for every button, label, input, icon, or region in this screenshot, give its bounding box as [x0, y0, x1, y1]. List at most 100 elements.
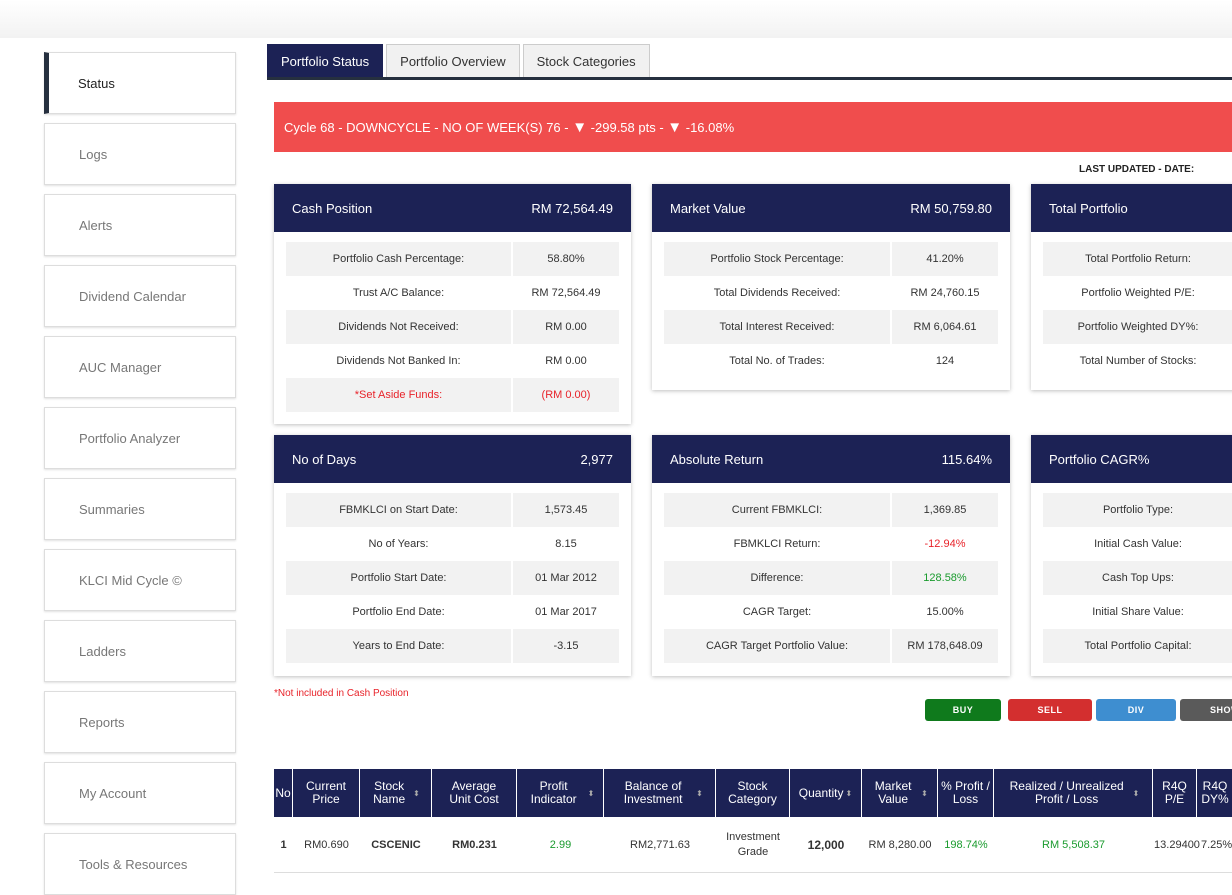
- card-header: No of Days 2,977: [274, 435, 631, 483]
- cell-r4q-pe: 13.29400: [1154, 838, 1200, 851]
- sidebar-item-tools-resources[interactable]: Tools & Resources: [44, 833, 236, 895]
- column-header-current-price[interactable]: Current Price: [293, 769, 360, 817]
- column-header-market-value[interactable]: Market Value ⬍: [862, 769, 938, 817]
- sort-icon: ⬍: [413, 788, 420, 798]
- stat-label: *Set Aside Funds:: [354, 389, 443, 401]
- cell-stock-category: Investment Grade: [726, 831, 780, 858]
- stat-row: Portfolio Weighted P/E:: [1043, 276, 1232, 310]
- stat-row: Total Portfolio Return:: [1043, 242, 1232, 276]
- sidebar-item-label: Summaries: [79, 501, 145, 517]
- card-title: Total Portfolio: [1049, 200, 1128, 216]
- stat-row: Portfolio Start Date: 01 Mar 2012: [286, 561, 619, 595]
- sidebar-item-label: Portfolio Analyzer: [79, 430, 181, 446]
- sidebar-item-ladders[interactable]: Ladders: [44, 620, 236, 682]
- tab-portfolio-status[interactable]: Portfolio Status: [267, 44, 384, 77]
- sidebar-item-logs[interactable]: Logs: [44, 123, 236, 185]
- sidebar-item-reports[interactable]: Reports: [44, 691, 236, 753]
- column-header-r4q-pe[interactable]: R4Q P/E: [1153, 769, 1197, 817]
- card-value: RM 50,759.80: [910, 200, 992, 216]
- stat-row: CAGR Target Portfolio Value: RM 178,648.0…: [664, 629, 998, 663]
- stat-label: Total Dividends Received:: [713, 287, 841, 299]
- stat-label: Portfolio Start Date:: [350, 572, 447, 584]
- sidebar-item-dividend-calendar[interactable]: Dividend Calendar: [44, 265, 236, 327]
- column-header-profit-loss-percent[interactable]: % Profit / Loss: [938, 769, 994, 817]
- stat-label: Portfolio Stock Percentage:: [710, 253, 844, 265]
- show-button[interactable]: SHOW: [1180, 699, 1232, 721]
- cell-r4q-dy: 7.25%: [1201, 838, 1232, 851]
- stat-row: FBMKLCI on Start Date: 1,573.45: [286, 493, 619, 527]
- card-title: Absolute Return: [670, 451, 764, 467]
- sidebar-item-status[interactable]: Status: [44, 52, 236, 114]
- down-arrow-icon: ▼: [572, 118, 588, 136]
- stat-row: *Set Aside Funds: (RM 0.00): [286, 378, 619, 412]
- stat-value: 128.58%: [890, 561, 998, 595]
- stat-label: CAGR Target:: [742, 606, 812, 618]
- stat-label: FBMKLCI Return:: [733, 538, 821, 550]
- cycle-banner: Cycle 68 - DOWNCYCLE - NO OF WEEK(S) 76 …: [274, 102, 1232, 152]
- cell-average-unit-cost: RM0.231: [452, 838, 497, 851]
- column-header-quantity[interactable]: Quantity ⬍: [790, 769, 862, 817]
- stat-label: Current FBMKLCI:: [731, 504, 823, 516]
- cell-market-value: RM 8,280.00: [868, 838, 932, 851]
- column-header-no: No: [274, 769, 293, 817]
- column-header-average-unit-cost[interactable]: Average Unit Cost: [432, 769, 517, 817]
- stat-label: Initial Cash Value:: [1094, 538, 1182, 550]
- stat-row: FBMKLCI Return: -12.94%: [664, 527, 998, 561]
- stat-label: Difference:: [750, 572, 804, 584]
- last-updated-label: LAST UPDATED - DATE:: [1079, 164, 1195, 175]
- stat-value: (RM 0.00): [511, 378, 619, 412]
- stat-label: Portfolio End Date:: [352, 606, 445, 618]
- column-header-stock-category[interactable]: Stock Category: [716, 769, 790, 817]
- column-header-realized-unrealized[interactable]: Realized / Unrealized Profit / Loss ⬍: [994, 769, 1153, 817]
- sidebar-item-portfolio-analyzer[interactable]: Portfolio Analyzer: [44, 407, 236, 469]
- sidebar-item-alerts[interactable]: Alerts: [44, 194, 236, 256]
- stat-row: Portfolio Weighted DY%:: [1043, 310, 1232, 344]
- stat-value: 01 Mar 2017: [511, 595, 619, 629]
- stat-value: RM 0.00: [511, 344, 619, 378]
- tab-portfolio-overview[interactable]: Portfolio Overview: [386, 44, 520, 77]
- cash-position-note: *Not included in Cash Position: [274, 688, 409, 699]
- card-title: Portfolio CAGR%: [1049, 451, 1150, 467]
- column-header-stock-name[interactable]: Stock Name ⬍: [360, 769, 432, 817]
- table-row[interactable]: 1 RM0.690 CSCENIC RM0.231 2.99 RM2,771.6…: [274, 817, 1232, 873]
- stat-row: Total Dividends Received: RM 24,760.15: [664, 276, 998, 310]
- cycle-text: Cycle 68 - DOWNCYCLE - NO OF WEEK(S) 76 …: [284, 119, 573, 135]
- column-header-balance-of-investment[interactable]: Balance of Investment ⬍: [604, 769, 716, 817]
- sidebar-item-summaries[interactable]: Summaries: [44, 478, 236, 540]
- sort-icon: ⬍: [921, 788, 928, 798]
- stat-value: RM 6,064.61: [890, 310, 998, 344]
- stat-value: 1,369.85: [890, 493, 998, 527]
- sidebar-item-klci-mid-cycle[interactable]: KLCI Mid Cycle ©: [44, 549, 236, 611]
- sidebar-item-label: Reports: [79, 714, 125, 730]
- stat-label: Dividends Not Banked In:: [336, 355, 461, 367]
- card-value: 115.64%: [941, 451, 992, 467]
- stat-value: -12.94%: [890, 527, 998, 561]
- sort-icon: ⬍: [696, 788, 703, 798]
- stat-value: 124: [890, 344, 998, 378]
- stat-value: 15.00%: [890, 595, 998, 629]
- div-button[interactable]: DIV: [1096, 699, 1176, 721]
- tab-stock-categories[interactable]: Stock Categories: [522, 44, 650, 77]
- card-title: Cash Position: [292, 200, 373, 216]
- stat-value: 1,573.45: [511, 493, 619, 527]
- column-header-profit-indicator[interactable]: Profit Indicator ⬍: [517, 769, 604, 817]
- sidebar-item-auc-manager[interactable]: AUC Manager: [44, 336, 236, 398]
- stat-row: Total Interest Received: RM 6,064.61: [664, 310, 998, 344]
- cell-stock-name[interactable]: CSCENIC: [371, 838, 421, 851]
- stat-row: Portfolio End Date: 01 Mar 2017: [286, 595, 619, 629]
- sell-button[interactable]: SELL: [1008, 699, 1092, 721]
- stat-row: Dividends Not Banked In: RM 0.00: [286, 344, 619, 378]
- sidebar-item-label: Tools & Resources: [79, 856, 188, 872]
- sidebar-item-my-account[interactable]: My Account: [44, 762, 236, 824]
- stat-row: Difference: 128.58%: [664, 561, 998, 595]
- column-header-r4q-dy[interactable]: R4Q DY%: [1201, 779, 1229, 806]
- stat-value: 01 Mar 2012: [511, 561, 619, 595]
- stat-row: Current FBMKLCI: 1,369.85: [664, 493, 998, 527]
- sidebar-item-label: KLCI Mid Cycle ©: [79, 572, 182, 588]
- buy-button[interactable]: BUY: [925, 699, 1001, 721]
- stat-label: Total Portfolio Capital:: [1084, 640, 1192, 652]
- stat-label: Total Interest Received:: [719, 321, 835, 333]
- stat-label: Portfolio Weighted P/E:: [1081, 287, 1195, 299]
- absolute-return-card: Absolute Return 115.64% Current FBMKLCI:…: [652, 435, 1010, 676]
